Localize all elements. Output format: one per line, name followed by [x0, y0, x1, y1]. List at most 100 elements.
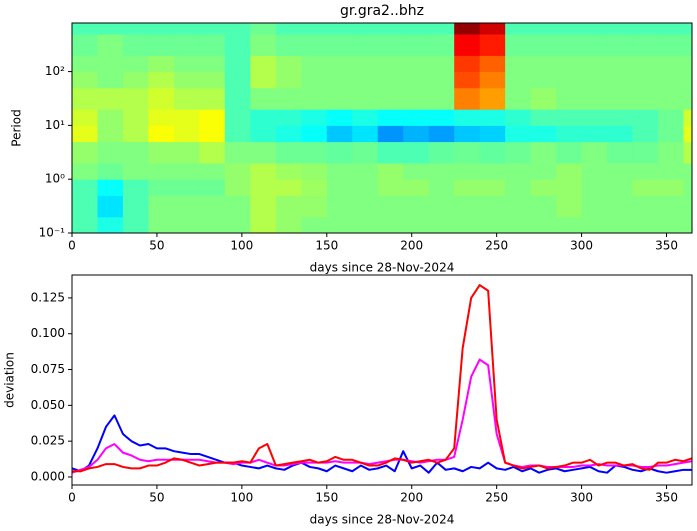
heat-cell — [97, 33, 124, 56]
heat-cell — [683, 55, 692, 73]
heat-cell — [326, 125, 353, 143]
heat-cell — [173, 179, 200, 196]
heat-cell — [607, 55, 634, 73]
heat-cell — [607, 109, 634, 126]
heat-cell — [301, 71, 328, 89]
heat-cell — [428, 71, 455, 89]
x-tick-label: 350 — [655, 239, 678, 253]
heat-cell — [632, 87, 659, 110]
x-axis-label: days since 28-Nov-2024 — [310, 261, 455, 275]
heat-cell — [556, 141, 583, 164]
heat-cell — [530, 23, 557, 35]
heat-cell — [505, 216, 532, 233]
heat-cell — [148, 23, 175, 35]
heat-cell — [199, 33, 226, 56]
heat-cell — [352, 87, 379, 110]
heat-cell — [148, 109, 175, 126]
heat-cell — [479, 179, 506, 196]
heat-cell — [479, 71, 506, 89]
heat-cell — [250, 87, 277, 110]
heat-cell — [199, 23, 226, 35]
heat-cell — [454, 87, 481, 110]
x-tick-label: 0 — [68, 239, 76, 253]
x-tick-label: 250 — [485, 491, 508, 505]
heat-cell — [556, 71, 583, 89]
heat-cell — [173, 71, 200, 89]
heat-cell — [607, 23, 634, 35]
heat-cell — [224, 141, 251, 164]
heat-cell — [301, 163, 328, 180]
heat-cell — [173, 87, 200, 110]
heat-cell — [658, 163, 685, 180]
heat-cell — [530, 141, 557, 164]
heat-cell — [505, 23, 532, 35]
heat-cell — [658, 179, 685, 196]
heat-cell — [326, 195, 353, 218]
heat-cell — [581, 55, 608, 73]
heat-cell — [224, 195, 251, 218]
heat-cell — [683, 109, 692, 126]
heat-cell — [683, 33, 692, 56]
heat-cell — [607, 216, 634, 233]
x-tick-label: 300 — [570, 491, 593, 505]
heat-cell — [683, 195, 692, 218]
heat-cell — [377, 71, 404, 89]
heat-cell — [352, 179, 379, 196]
heat-cell — [250, 33, 277, 56]
heat-cell — [581, 109, 608, 126]
heat-cell — [250, 216, 277, 233]
heat-cell — [454, 33, 481, 56]
heat-cell — [97, 179, 124, 196]
heat-cell — [454, 179, 481, 196]
x-tick-label: 100 — [230, 239, 253, 253]
heat-cell — [505, 33, 532, 56]
heat-cell — [97, 71, 124, 89]
heat-cell — [275, 125, 302, 143]
axes-frame — [71, 22, 693, 234]
y-tick-label: 0.000 — [31, 469, 65, 483]
heat-cell — [301, 87, 328, 110]
heat-cell — [250, 109, 277, 126]
heat-cell — [454, 195, 481, 218]
heat-cell — [97, 109, 124, 126]
heat-cell — [683, 163, 692, 180]
heat-cell — [250, 195, 277, 218]
heat-cell — [199, 141, 226, 164]
heat-cell — [683, 179, 692, 196]
heat-cell — [658, 33, 685, 56]
heat-cell — [122, 87, 149, 110]
heat-cell — [479, 125, 506, 143]
heat-cell — [72, 109, 98, 126]
heat-cell — [122, 141, 149, 164]
heat-cell — [632, 179, 659, 196]
heat-cell — [301, 55, 328, 73]
heat-cell — [607, 87, 634, 110]
heat-cell — [301, 179, 328, 196]
heat-cell — [275, 141, 302, 164]
heat-cell — [403, 163, 430, 180]
heat-cell — [199, 179, 226, 196]
y-tick-label: 0.075 — [31, 362, 65, 376]
heat-cell — [301, 33, 328, 56]
heat-cell — [581, 23, 608, 35]
heat-cell — [658, 109, 685, 126]
heat-cell — [352, 23, 379, 35]
chart-title: gr.gra2..bhz — [340, 3, 424, 19]
heat-cell — [530, 216, 557, 233]
heat-cell — [428, 125, 455, 143]
heat-cell — [607, 33, 634, 56]
heat-cell — [581, 179, 608, 196]
heat-cell — [556, 33, 583, 56]
heat-cell — [224, 55, 251, 73]
heat-cell — [97, 163, 124, 180]
heat-cell — [173, 55, 200, 73]
heat-cell — [479, 141, 506, 164]
heat-cell — [556, 163, 583, 180]
heat-cell — [454, 141, 481, 164]
heat-cell — [72, 195, 98, 218]
heat-cell — [275, 216, 302, 233]
heat-cell — [581, 195, 608, 218]
y-axis-label: Period — [10, 109, 24, 146]
heat-cell — [530, 55, 557, 73]
heat-cell — [581, 141, 608, 164]
